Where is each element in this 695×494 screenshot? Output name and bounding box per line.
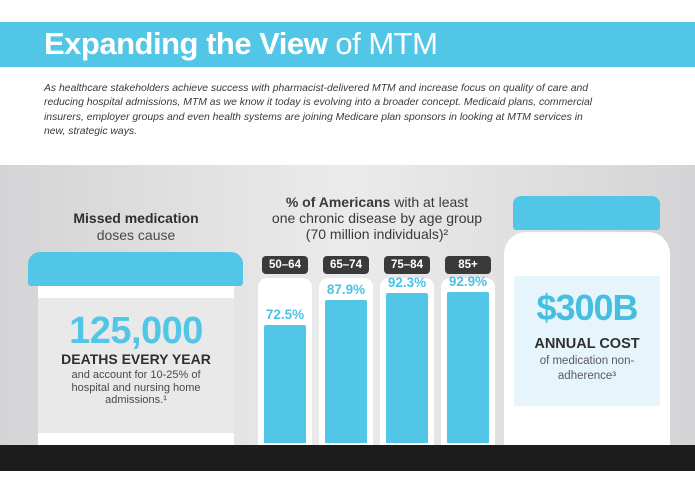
cost-amount: $300B	[536, 287, 638, 328]
bar-fill	[325, 299, 367, 443]
deaths-number: 125,000	[69, 310, 203, 352]
chart-title-line3: (70 million individuals)²	[305, 226, 449, 242]
bar-value-label: 87.9%	[326, 281, 366, 297]
bar-fill	[447, 291, 489, 443]
floor-bar	[0, 445, 695, 471]
title-light: of MTM	[335, 26, 438, 61]
bar-value-label: 92.3%	[387, 274, 427, 290]
chart-title-bold: % of Americans	[285, 194, 391, 210]
age-group-tab: 75–84	[384, 256, 430, 274]
page-title: Expanding the View of MTM	[44, 26, 438, 62]
deaths-detail: and account for 10-25% of hospital and n…	[71, 369, 201, 406]
bar-fill	[264, 324, 306, 443]
chart-title-line2: one chronic disease by age group	[271, 210, 483, 226]
right-bottle-label	[514, 276, 660, 406]
age-group-tab: 65–74	[323, 256, 369, 274]
missed-medication-title: Missed medication	[73, 210, 199, 226]
left-bottle-label	[38, 298, 234, 433]
bar-value-label: 92.9%	[448, 273, 488, 289]
age-group-tab: 50–64	[262, 256, 308, 274]
bar-fill	[386, 292, 428, 443]
missed-medication-subtitle: doses cause	[96, 227, 176, 243]
chart-title: % of Americans with at least one chronic…	[246, 194, 508, 242]
title-bold: Expanding the View	[44, 26, 328, 61]
deaths-label: DEATHS EVERY YEAR	[61, 351, 211, 367]
intro-paragraph: As healthcare stakeholders achieve succe…	[44, 83, 593, 138]
title-banner: Expanding the View of MTM	[0, 22, 695, 67]
age-group-tab: 85+	[445, 256, 491, 274]
chart-title-rest: with at least	[390, 194, 469, 210]
annual-cost-detail: of medication non-adherence³	[539, 355, 635, 382]
annual-cost-label: ANNUAL COST	[534, 336, 640, 352]
left-bottle-cap	[28, 252, 243, 286]
right-bottle-cap	[513, 196, 660, 230]
bar-value-label: 72.5%	[265, 306, 305, 322]
